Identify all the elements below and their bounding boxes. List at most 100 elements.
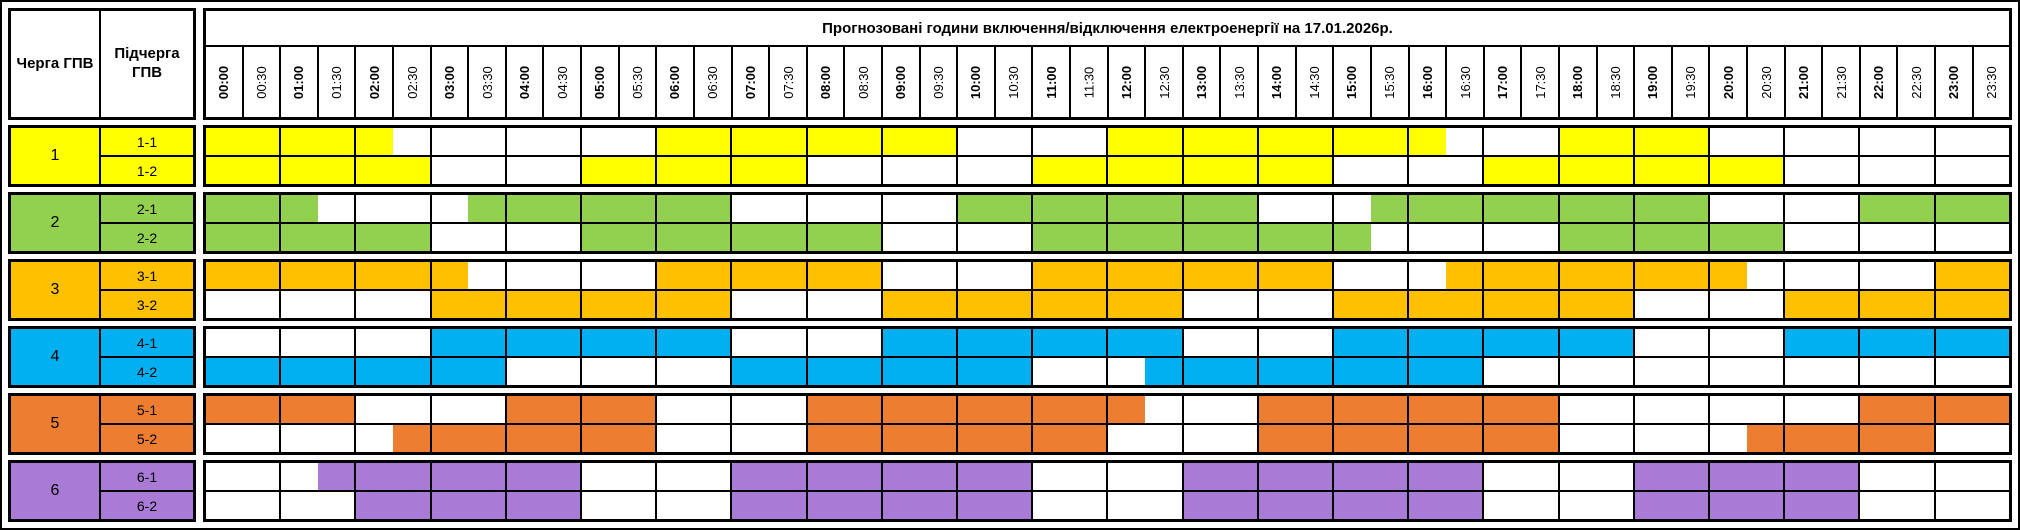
hour-cell [1559,128,1635,155]
half-hour-slot [1860,463,1898,490]
hour-cell [1334,329,1410,356]
half-hour-slot [1258,291,1296,318]
half-hour-slot [582,195,619,222]
half-hour-slot [732,195,770,222]
hour-cell [1183,128,1259,155]
hour-cell [356,492,432,519]
half-hour-slot [1596,195,1633,222]
subqueue-label-cell: 1-1 [101,128,193,157]
hour-cell [1484,396,1560,423]
time-label: 02:00 [366,65,382,99]
half-hour-slot [1521,262,1558,289]
hour-cell [732,291,808,318]
half-hour-slot [1370,195,1408,222]
half-hour-slot [657,425,694,452]
hour-cell [1559,291,1635,318]
hour-cell [1108,224,1184,251]
half-hour-slot [356,224,394,251]
hour-cell [732,329,808,356]
half-hour-slot [1033,492,1070,519]
half-hour-slot [1746,262,1784,289]
half-hour-slot [919,224,957,251]
hour-cell [732,128,808,155]
half-hour-slot [317,425,355,452]
group-gap [196,125,203,187]
hour-cell [1935,157,2009,184]
queue-group: 4 4-1 4-2 [8,326,2012,388]
half-hour-slot [1671,329,1709,356]
half-hour-slot [1785,425,1822,452]
hour-cell [1033,224,1109,251]
hour-cell [807,262,883,289]
hour-cell [206,262,282,289]
hour-cell [1860,128,1936,155]
half-hour-slot [1935,157,1973,184]
half-hour-slot [693,492,731,519]
half-hour-slot [1972,262,2009,289]
half-hour-slot [1710,157,1747,184]
half-hour-slot [543,425,581,452]
half-hour-slot [431,492,469,519]
half-hour-slot [1370,425,1408,452]
half-hour-slot [657,262,694,289]
hour-cell [1710,224,1786,251]
hour-cell [1258,128,1335,155]
half-hour-slot [958,329,995,356]
half-hour-slot [1220,425,1257,452]
subqueue-label-column: 5-1 5-2 [101,396,193,452]
half-hour-slot [1484,463,1522,490]
half-hour-slot [1183,463,1221,490]
half-hour-slot [431,224,469,251]
hour-cell [1258,195,1335,222]
half-hour-slot [543,128,581,155]
queue-number-cell: 3 [11,262,101,318]
hour-cell [958,358,1034,385]
left-header-block: Черга ГПВ Підчерга ГПВ [8,8,196,120]
half-hour-slot [1596,425,1633,452]
half-hour-slot [1069,463,1107,490]
half-hour-slot [732,396,770,423]
half-hour-slot [1860,262,1898,289]
half-hour-slot [242,492,280,519]
half-hour-slot [919,463,957,490]
half-hour-slot [1897,291,1934,318]
half-hour-slot [1596,329,1633,356]
hour-cell [1785,396,1861,423]
hour-cell [1108,425,1184,452]
half-hour-slot [1033,463,1070,490]
half-hour-slot [1183,157,1221,184]
hour-cell [281,358,357,385]
subqueue-label-cell: 6-1 [101,463,193,492]
half-hour-slot [1220,396,1257,423]
hour-cell [1108,291,1184,318]
hour-cell [807,157,883,184]
hour-cell [657,157,733,184]
half-hour-slot [1069,358,1107,385]
hour-cell [1785,492,1861,519]
hour-cell [1559,157,1635,184]
hour-cell [882,128,959,155]
half-hour-slot [994,195,1032,222]
queue-column-header: Черга ГПВ [11,11,101,117]
time-header-cell: 15:30 [1372,47,1410,117]
time-header-cell: 16:30 [1447,47,1485,117]
hour-cell [958,396,1034,423]
group-gap [196,192,203,254]
hour-cell [506,157,583,184]
half-hour-slot [1710,195,1747,222]
hour-cell [1785,425,1861,452]
hour-cell [732,224,808,251]
half-hour-slot [1821,358,1859,385]
hour-cell [1258,396,1335,423]
time-header-block: Прогнозовані години включення/відключенн… [203,8,2012,120]
time-label: 17:30 [1532,65,1548,99]
half-hour-slot [1069,224,1107,251]
half-hour-slot [1596,224,1633,251]
half-hour-slot [1484,157,1522,184]
hour-cell [1634,492,1711,519]
half-hour-slot [807,224,845,251]
half-hour-slot [356,291,394,318]
half-hour-slot [1295,128,1333,155]
half-hour-slot [1445,128,1483,155]
schedule-row [206,291,2009,318]
